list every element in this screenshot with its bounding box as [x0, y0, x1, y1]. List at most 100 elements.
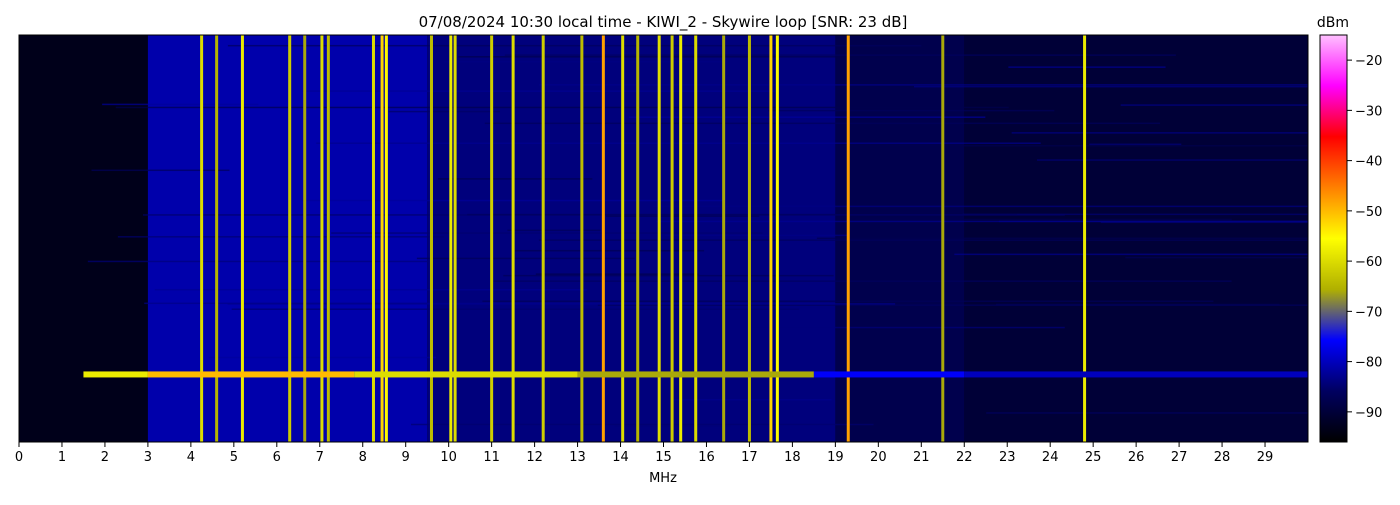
noise-streak: [331, 232, 763, 234]
noise-streak: [653, 205, 1308, 208]
colorbar-tick-label: −80: [1355, 356, 1382, 371]
signal-trace-3: [288, 35, 292, 442]
x-tick-label: 7: [316, 450, 324, 465]
x-tick-label: 15: [655, 450, 672, 465]
signal-trace-15: [541, 35, 545, 442]
signal-trace-10: [429, 35, 433, 442]
noise-streak: [605, 215, 760, 217]
signal-trace-1: [215, 35, 219, 442]
noise-streak: [768, 109, 1055, 112]
signal-trace-12: [453, 35, 457, 442]
signal-trace-7: [371, 35, 375, 442]
x-tick-label: 19: [827, 450, 844, 465]
noise-streak: [986, 412, 1308, 414]
signal-trace-18: [621, 35, 625, 442]
x-tick-label: 18: [784, 450, 801, 465]
signal-trace-23: [694, 35, 698, 442]
x-tick-label: 5: [230, 450, 238, 465]
noise-streak: [1120, 104, 1308, 106]
noise-streak: [885, 145, 1308, 147]
noise-streak: [816, 237, 1308, 240]
x-tick-label: 20: [870, 450, 887, 465]
sweep-segment-3: [577, 371, 814, 378]
signal-trace-22: [679, 35, 683, 442]
noise-streak: [1100, 221, 1308, 224]
colorbar-tick-label: −70: [1355, 305, 1382, 320]
colorbar-tick-label: −60: [1355, 255, 1382, 270]
signal-trace-30: [1083, 35, 1087, 442]
noise-streak: [514, 249, 705, 252]
noise-streak: [154, 288, 588, 291]
noise-streak: [416, 257, 635, 260]
signal-trace-14: [511, 35, 515, 442]
sweep-segment-1: [147, 371, 355, 378]
x-tick-label: 27: [1171, 450, 1188, 465]
noise-streak: [1036, 159, 1308, 161]
noise-streak: [115, 106, 1009, 109]
sweep-segment-5: [964, 371, 1308, 378]
signal-trace-13: [490, 35, 494, 442]
noise-streak: [664, 234, 850, 237]
noise-streak: [117, 236, 445, 238]
noise-streak: [656, 220, 1308, 223]
signal-trace-0: [200, 35, 204, 442]
noise-streak: [1125, 256, 1308, 259]
signal-trace-27: [775, 35, 779, 442]
x-tick-label: 25: [1085, 450, 1102, 465]
x-axis-label: MHz: [649, 471, 677, 486]
signal-trace-8: [380, 35, 384, 442]
signal-trace-9: [384, 35, 388, 442]
x-tick-label: 9: [402, 450, 410, 465]
noise-streak: [748, 326, 1065, 329]
x-tick-label: 14: [612, 450, 629, 465]
noise-streak: [1089, 143, 1182, 146]
signal-trace-6: [326, 35, 330, 442]
signal-trace-16: [580, 35, 584, 442]
noise-streak: [597, 304, 1308, 306]
noise-streak: [628, 116, 986, 118]
x-tick-label: 23: [999, 450, 1016, 465]
x-tick-label: 16: [698, 450, 715, 465]
x-tick-label: 21: [913, 450, 930, 465]
noise-streak: [87, 260, 452, 263]
noise-streak: [437, 178, 593, 180]
noise-streak: [1011, 132, 1308, 134]
x-tick-label: 12: [526, 450, 543, 465]
noise-streak: [538, 239, 1308, 241]
noise-streak: [507, 229, 601, 232]
chart-title: 07/08/2024 10:30 local time - KIWI_2 - S…: [419, 13, 908, 32]
noise-streak: [504, 54, 1176, 56]
noise-region-1: [427, 35, 836, 442]
signal-trace-26: [769, 35, 773, 442]
x-axis: 0 1 2 3 4 5 6 7 8 9 10 11 12 13 14 15 16 17 18 19 20 21 22 23 24…: [15, 442, 1273, 465]
x-tick-label: 8: [359, 450, 367, 465]
signal-trace-4: [303, 35, 307, 442]
sweep-segment-0: [83, 371, 148, 378]
signal-trace-25: [747, 35, 751, 442]
noise-streak: [535, 273, 699, 275]
x-tick-label: 0: [15, 450, 23, 465]
noise-streak: [484, 122, 1161, 125]
signal-trace-20: [657, 35, 661, 442]
signal-trace-29: [941, 35, 945, 442]
x-tick-label: 28: [1214, 450, 1231, 465]
signal-trace-19: [636, 35, 640, 442]
noise-streak: [102, 103, 259, 106]
x-tick-label: 13: [569, 450, 586, 465]
signal-trace-28: [846, 35, 850, 442]
signal-trace-2: [240, 35, 244, 442]
plot-area: [83, 35, 1308, 442]
noise-streak: [388, 110, 500, 113]
noise-streak: [227, 303, 896, 305]
x-tick-label: 26: [1128, 450, 1145, 465]
x-tick-label: 29: [1257, 450, 1274, 465]
noise-streak: [1008, 66, 1166, 68]
noise-streak: [227, 44, 922, 47]
signal-trace-21: [670, 35, 674, 442]
x-tick-label: 3: [144, 450, 152, 465]
colorbar-ticks: −20 −30 −40 −50 −60 −70 −80 −90: [1347, 54, 1382, 421]
noise-streak: [231, 308, 800, 310]
colorbar-tick-label: −30: [1355, 104, 1382, 119]
noise-streak: [444, 61, 728, 63]
